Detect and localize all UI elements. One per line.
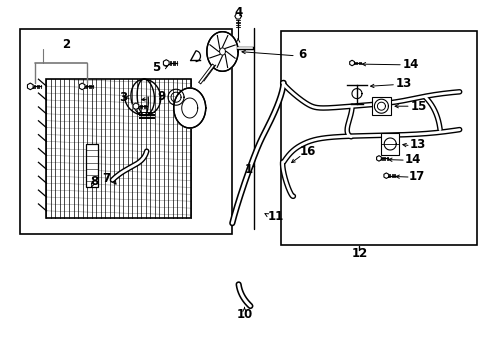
Text: 1: 1 xyxy=(244,163,252,176)
Text: 11: 11 xyxy=(267,210,284,222)
Text: 4: 4 xyxy=(234,6,242,19)
Text: 9: 9 xyxy=(157,90,165,103)
Text: 8: 8 xyxy=(90,175,98,188)
Text: 10: 10 xyxy=(236,308,252,321)
Text: 2: 2 xyxy=(62,39,70,51)
Text: 7: 7 xyxy=(102,172,110,185)
Polygon shape xyxy=(173,88,205,128)
Text: 13: 13 xyxy=(395,77,411,90)
Text: 12: 12 xyxy=(350,247,367,260)
Text: 15: 15 xyxy=(409,100,426,113)
Bar xyxy=(20,29,232,234)
Bar xyxy=(371,97,390,115)
Polygon shape xyxy=(163,60,169,66)
Polygon shape xyxy=(234,13,241,19)
Text: 16: 16 xyxy=(299,145,316,158)
Text: 5: 5 xyxy=(152,61,160,74)
Polygon shape xyxy=(383,173,388,179)
Polygon shape xyxy=(206,32,238,71)
Polygon shape xyxy=(27,83,33,90)
Bar xyxy=(281,31,476,245)
Bar xyxy=(85,144,98,187)
Bar xyxy=(46,79,190,218)
Polygon shape xyxy=(133,103,139,109)
Polygon shape xyxy=(376,156,381,161)
Text: 6: 6 xyxy=(298,48,305,61)
Text: 14: 14 xyxy=(404,153,421,166)
Bar xyxy=(381,133,398,155)
Text: 17: 17 xyxy=(408,170,425,183)
Text: 3: 3 xyxy=(119,91,127,104)
Text: 14: 14 xyxy=(402,58,418,71)
Polygon shape xyxy=(349,60,354,66)
Text: 13: 13 xyxy=(409,138,426,151)
Polygon shape xyxy=(79,83,85,90)
